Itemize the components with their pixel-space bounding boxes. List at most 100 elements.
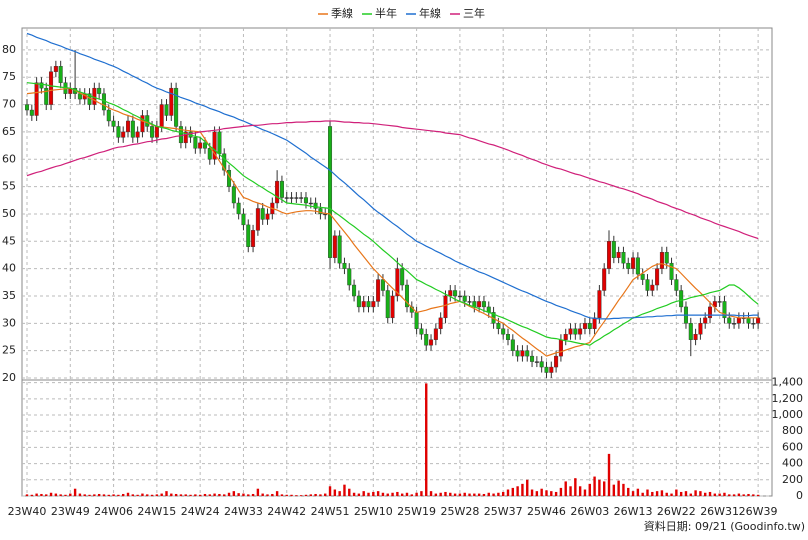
candle-body [746, 317, 751, 324]
volume-bar [107, 494, 110, 496]
candle-body [554, 355, 559, 368]
candle-body [380, 279, 385, 291]
candle-body [154, 126, 159, 138]
volume-bar [232, 491, 236, 496]
candle-body [361, 301, 366, 308]
volume-bar [636, 488, 640, 496]
x-tick-label: 24W51 [311, 505, 350, 518]
candle-body [251, 230, 256, 247]
y-tick-label: 60 [2, 152, 16, 165]
candle-body [39, 82, 44, 89]
volume-bar [742, 494, 745, 496]
candle-body [303, 197, 308, 204]
volume-bar [506, 489, 510, 496]
candle-body [126, 120, 131, 133]
candle-body [308, 202, 313, 205]
volume-bar [203, 493, 207, 496]
candle-body [607, 241, 612, 269]
candle-body [708, 306, 713, 319]
candle-body [751, 323, 756, 325]
volume-bar [468, 493, 471, 496]
candle-body [414, 312, 419, 329]
volume-bar [723, 492, 726, 496]
candle-body [390, 295, 395, 319]
candle-body [241, 213, 246, 226]
candle-body [669, 262, 674, 280]
x-tick-label: 24W24 [181, 505, 220, 518]
ma-line [26, 32, 759, 320]
volume-bar [69, 493, 72, 496]
volume-bar [122, 493, 125, 496]
volume-bar [309, 494, 312, 496]
x-tick-label: 25W10 [354, 505, 393, 518]
volume-bar [535, 491, 539, 496]
volume-bar [386, 493, 389, 496]
candle-body [400, 268, 405, 286]
y-tick-label: 55 [2, 180, 16, 193]
volume-bar [170, 493, 173, 496]
candle-body [44, 87, 49, 105]
candle-body [178, 126, 183, 144]
volume-bar [285, 494, 288, 496]
volume-bar [266, 494, 269, 496]
x-tick-label: 25W28 [440, 505, 479, 518]
legend-label: 三年 [463, 6, 485, 20]
volume-bar [271, 493, 274, 496]
volume-bar [208, 494, 211, 496]
volume-bar [429, 491, 433, 496]
x-tick-label: 24W15 [137, 505, 176, 518]
candle-body [443, 295, 448, 319]
y2-tick-label: 800 [782, 424, 803, 437]
candle-body [698, 323, 703, 335]
x-tick-label: 25W37 [484, 505, 523, 518]
volume-bar [333, 489, 337, 496]
candle-body [106, 109, 111, 122]
x-tick-label: 23W40 [8, 505, 47, 518]
volume-bar [179, 494, 183, 496]
volume-bar [482, 493, 486, 496]
candle-body [602, 268, 607, 291]
candle-body [481, 301, 486, 308]
volume-bar [112, 494, 115, 496]
candle-body [621, 252, 626, 264]
candle-body [467, 301, 472, 303]
volume-bar [97, 493, 101, 496]
candle-body [279, 180, 284, 198]
candle-body [313, 202, 318, 209]
footer: 資料日期: 09/21 (Goodinfo.tw) [644, 519, 805, 533]
candle-body [169, 87, 174, 116]
volume-bar [242, 493, 245, 496]
volume-bar [516, 486, 519, 496]
volume-bar [526, 479, 529, 496]
volume-bar [223, 494, 226, 496]
x-tick-label: 25W46 [527, 505, 566, 518]
volume-bar [425, 383, 428, 496]
volume-bar [194, 494, 197, 496]
candle-body [496, 323, 501, 329]
candle-body [217, 131, 222, 154]
volume-bar [713, 493, 717, 496]
candle-body [385, 290, 390, 319]
candle-body [275, 180, 280, 204]
x-tick-label: 24W42 [267, 505, 306, 518]
volume-bar [328, 486, 332, 496]
volume-bar [420, 491, 423, 496]
candle-body [539, 361, 544, 368]
volume-bar [218, 493, 221, 496]
candle-body [549, 366, 554, 373]
y2-tick-label: 1,000 [772, 408, 804, 421]
volume-bar [146, 494, 149, 496]
candle-body [640, 273, 645, 280]
volume-bar [540, 488, 543, 496]
candle-body [135, 131, 140, 138]
volume-bar [117, 494, 120, 496]
candle-body [332, 235, 337, 258]
volume-bar [530, 489, 534, 496]
candle-body [371, 301, 376, 308]
volume-bar [343, 484, 346, 496]
volume-bar [588, 483, 591, 496]
candle-body [202, 142, 207, 149]
volume-bar [732, 494, 736, 496]
volume-bar [694, 490, 697, 496]
